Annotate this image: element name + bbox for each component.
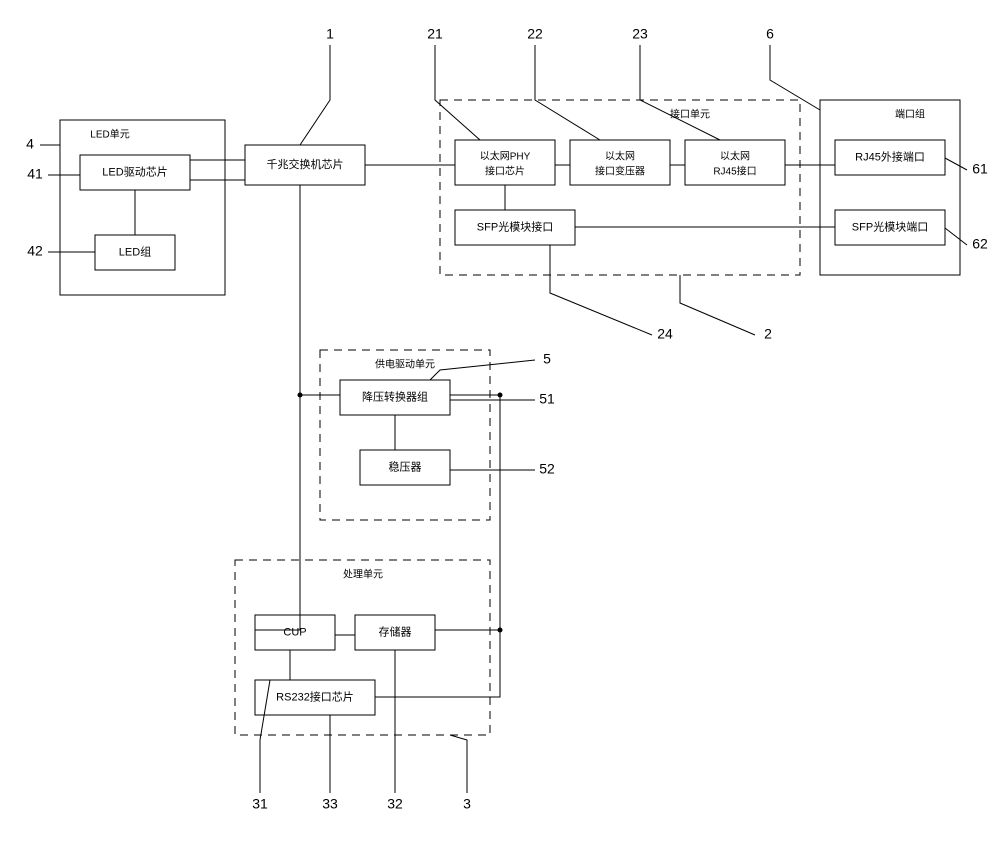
- b23-label-0: 以太网: [720, 150, 750, 163]
- callout-61: 61: [972, 161, 988, 177]
- callout-23: 23: [632, 26, 648, 42]
- callout-62: 62: [972, 236, 988, 252]
- leader-61: [945, 158, 967, 170]
- b62-label: SFP光模块端口: [852, 219, 928, 233]
- port_group-group: [820, 100, 960, 275]
- callout-4: 4: [26, 136, 34, 152]
- b41-label: LED驱动芯片: [102, 164, 167, 178]
- callout-24: 24: [657, 326, 673, 342]
- callout-41: 41: [27, 166, 43, 182]
- b22-label-1: 接口变压器: [595, 165, 645, 178]
- junction-1: [498, 628, 503, 633]
- proc_unit-title: 处理单元: [343, 569, 383, 581]
- leader-21: [435, 45, 480, 140]
- b23-label-1: RJ45接口: [713, 165, 756, 178]
- iface_unit-title: 接口单元: [670, 108, 710, 121]
- junction-0: [298, 393, 303, 398]
- b51-label: 降压转换器组: [362, 389, 428, 403]
- block-diagram: LED单元 接口单元 端口组供电驱动单元处理单元 千兆交换机芯片 LED驱动芯片 LED组…: [0, 0, 1000, 845]
- leader-3: [450, 735, 467, 793]
- led_unit-group: [60, 120, 225, 295]
- callout-42: 42: [27, 243, 43, 259]
- leader-1: [300, 45, 330, 145]
- iface_unit-group: [440, 100, 800, 275]
- b61-label: RJ45外接端口: [855, 150, 925, 163]
- b42-label: LED组: [119, 244, 151, 258]
- callout-6: 6: [766, 26, 774, 42]
- leader-23: [640, 45, 720, 140]
- callout-31: 31: [252, 796, 268, 812]
- b33-label: RS232接口芯片: [276, 689, 354, 703]
- callout-22: 22: [527, 26, 543, 42]
- callout-2: 2: [764, 326, 772, 342]
- leader-2: [680, 275, 755, 335]
- callout-3: 3: [463, 796, 471, 812]
- wire-9: [255, 185, 300, 630]
- callout-1: 1: [326, 26, 334, 42]
- power_unit-title: 供电驱动单元: [375, 358, 435, 371]
- power_unit-group: [320, 350, 490, 520]
- callout-21: 21: [427, 26, 443, 42]
- b52-label: 稳压器: [389, 459, 422, 473]
- callout-52: 52: [539, 461, 555, 477]
- callout-5: 5: [543, 351, 551, 367]
- callout-32: 32: [387, 796, 403, 812]
- callout-51: 51: [539, 391, 555, 407]
- b21-label-1: 接口芯片: [485, 165, 525, 178]
- junction-2: [498, 393, 503, 398]
- b1-label: 千兆交换机芯片: [267, 157, 344, 171]
- b24-label: SFP光模块接口: [477, 219, 553, 233]
- wire-14: [375, 395, 500, 697]
- leader-5: [430, 360, 535, 380]
- b32-label: 存储器: [379, 624, 412, 638]
- b22-label-0: 以太网: [605, 150, 635, 163]
- b21-label-0: 以太网PHY: [480, 150, 531, 163]
- port_group-title: 端口组: [895, 108, 925, 121]
- callout-33: 33: [322, 796, 338, 812]
- led_unit-title: LED单元: [90, 129, 129, 141]
- leader-24: [550, 245, 652, 335]
- leader-22: [535, 45, 600, 140]
- proc_unit-group: [235, 560, 490, 735]
- b31-label: CUP: [283, 626, 306, 638]
- leader-62: [945, 228, 967, 245]
- leader-31: [260, 680, 270, 793]
